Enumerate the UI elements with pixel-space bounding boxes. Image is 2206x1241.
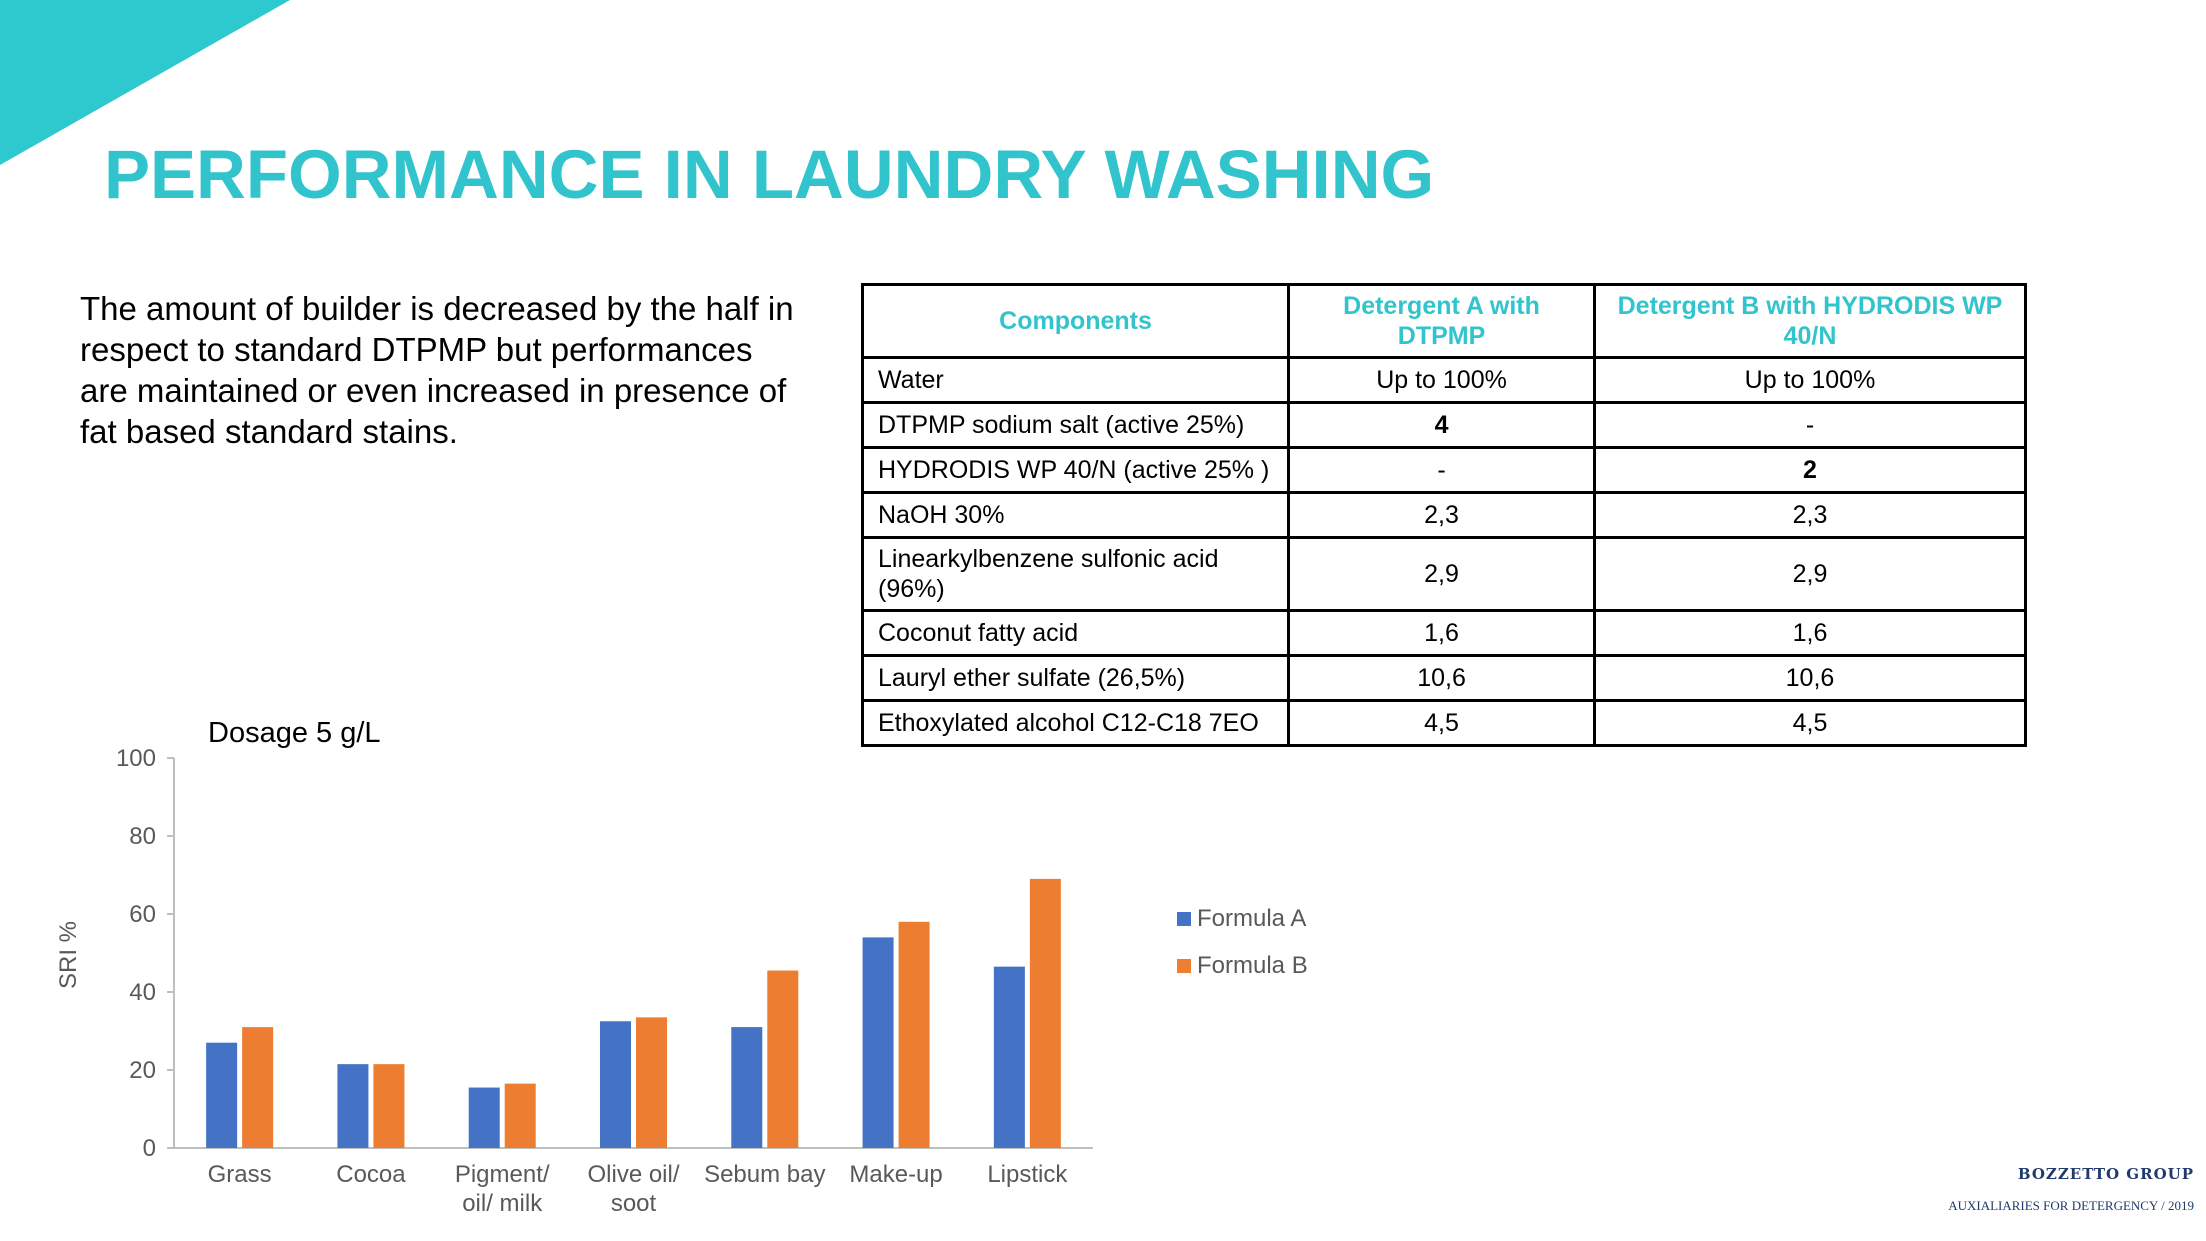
legend: Formula A Formula B bbox=[1177, 905, 1308, 979]
table-cell-detergent-a: 4,5 bbox=[1287, 699, 1596, 747]
intro-text: The amount of builder is decreased by th… bbox=[80, 290, 794, 450]
table-cell-detergent-a: 2,9 bbox=[1287, 536, 1596, 612]
x-tick-label-line: soot bbox=[611, 1190, 657, 1217]
legend-label: Formula B bbox=[1197, 952, 1308, 979]
table-row: Coconut fatty acid 1,6 1,6 bbox=[860, 609, 2028, 657]
bar-formula-b bbox=[242, 1027, 274, 1148]
x-tick-label: Make-up bbox=[849, 1161, 942, 1188]
bar-formula-b bbox=[636, 1017, 667, 1148]
company-logo: BOZZETTO GROUP bbox=[2017, 1165, 2194, 1183]
bar-formula-b bbox=[373, 1064, 405, 1148]
table-cell-component: HYDRODIS WP 40/N (active 25% ) bbox=[860, 446, 1291, 494]
bar-formula-a bbox=[731, 1027, 763, 1148]
table-cell-component: Linearkylbenzene sulfonic acid (96%) bbox=[860, 536, 1291, 612]
table-cell-component: DTPMP sodium salt (active 25%) bbox=[860, 401, 1291, 449]
bar-formula-b bbox=[898, 921, 930, 1148]
y-tick-label: 40 bbox=[129, 979, 156, 1006]
table-row: Ethoxylated alcohol C12-C18 7EO 4,5 4,5 bbox=[860, 699, 2028, 747]
legend-swatch bbox=[1177, 912, 1191, 926]
table-cell-detergent-b: 10,6 bbox=[1592, 654, 2028, 702]
legend-swatch bbox=[1177, 959, 1191, 973]
bar-formula-a bbox=[468, 1087, 500, 1148]
table-cell-detergent-b: Up to 100% bbox=[1592, 356, 2028, 404]
table-cell-component: Lauryl ether sulfate (26,5%) bbox=[860, 654, 1291, 702]
table-cell-component: NaOH 30% bbox=[860, 491, 1291, 539]
x-tick-label-line: Lipstick bbox=[987, 1161, 1068, 1188]
x-axis-labels: Grass Cocoa Pigment/oil/ milk Olive oil/soo… bbox=[208, 1161, 1069, 1217]
table-cell-component: Ethoxylated alcohol C12-C18 7EO bbox=[860, 699, 1291, 747]
table-header-detergent-a: Detergent A with DTPMP bbox=[1287, 283, 1596, 359]
table-cell-detergent-b: 4,5 bbox=[1592, 699, 2028, 747]
table-row: HYDRODIS WP 40/N (active 25% ) - 2 bbox=[860, 446, 2028, 494]
y-axis: 0 20 40 60 80 100 bbox=[116, 745, 1093, 1162]
x-tick-label: Cocoa bbox=[336, 1161, 406, 1188]
y-tick-label: 60 bbox=[129, 901, 156, 928]
table-header-row: Components Detergent A with DTPMP Deterg… bbox=[860, 283, 2028, 359]
x-tick-label: Lipstick bbox=[987, 1161, 1068, 1188]
bar-formula-a bbox=[600, 1021, 631, 1148]
y-tick-label: 20 bbox=[129, 1057, 156, 1084]
components-table: Components Detergent A with DTPMP Deterg… bbox=[860, 283, 2028, 747]
table-cell-detergent-b: 2 bbox=[1592, 446, 2028, 494]
table-cell-detergent-a: 10,6 bbox=[1287, 654, 1596, 702]
x-tick-label-line: Sebum bay bbox=[704, 1161, 825, 1188]
x-tick-label: Grass bbox=[208, 1161, 272, 1188]
table-cell-detergent-b: 1,6 bbox=[1592, 609, 2028, 657]
legend-label: Formula A bbox=[1197, 905, 1306, 932]
table-cell-detergent-b: 2,9 bbox=[1592, 536, 2028, 612]
y-tick-label: 0 bbox=[143, 1135, 156, 1162]
bar-formula-b bbox=[1029, 878, 1061, 1148]
table-cell-detergent-a: 2,3 bbox=[1287, 491, 1596, 539]
table-cell-component: Coconut fatty acid bbox=[860, 609, 1291, 657]
table-cell-detergent-a: - bbox=[1287, 446, 1596, 494]
company-tagline: AUXIALIARIES FOR DETERGENCY / 2019 bbox=[1948, 1198, 2194, 1213]
table-cell-detergent-b: 2,3 bbox=[1592, 491, 2028, 539]
x-tick-label-line: Cocoa bbox=[336, 1161, 406, 1188]
x-tick-label-line: Make-up bbox=[849, 1161, 942, 1188]
table-cell-detergent-a: 4 bbox=[1287, 401, 1596, 449]
bar-formula-a bbox=[206, 1042, 238, 1148]
x-tick-label-line: Grass bbox=[208, 1161, 272, 1188]
bar-formula-a bbox=[993, 966, 1025, 1148]
table-row: Water Up to 100% Up to 100% bbox=[860, 356, 2028, 404]
table-row: Linearkylbenzene sulfonic acid (96%) 2,9… bbox=[860, 536, 2028, 612]
y-axis-label: SRI % bbox=[55, 921, 82, 989]
x-tick-label: Pigment/oil/ milk bbox=[455, 1161, 550, 1217]
x-tick-label-line: oil/ milk bbox=[462, 1190, 543, 1217]
x-tick-label: Sebum bay bbox=[704, 1161, 825, 1188]
table-cell-component: Water bbox=[860, 356, 1291, 404]
table-header-components: Components bbox=[860, 283, 1291, 359]
table-row: DTPMP sodium salt (active 25%) 4 - bbox=[860, 401, 2028, 449]
y-tick-label: 80 bbox=[129, 823, 156, 850]
x-tick-label-line: Olive oil/ bbox=[587, 1161, 679, 1188]
table-cell-detergent-a: 1,6 bbox=[1287, 609, 1596, 657]
bar-formula-b bbox=[767, 970, 799, 1148]
table-cell-detergent-b: - bbox=[1592, 401, 2028, 449]
bar-formula-a bbox=[337, 1064, 369, 1148]
table-cell-detergent-a: Up to 100% bbox=[1287, 356, 1596, 404]
table-header-detergent-b: Detergent B with HYDRODIS WP 40/N bbox=[1592, 283, 2028, 359]
bar-formula-a bbox=[862, 937, 894, 1148]
x-tick-label: Olive oil/soot bbox=[587, 1161, 679, 1217]
bar-group bbox=[206, 878, 1061, 1148]
y-tick-label: 100 bbox=[116, 745, 156, 772]
bar-formula-b bbox=[504, 1083, 536, 1148]
table-row: NaOH 30% 2,3 2,3 bbox=[860, 491, 2028, 539]
chart-title: Dosage 5 g/L bbox=[208, 717, 381, 749]
x-tick-label-line: Pigment/ bbox=[455, 1161, 550, 1188]
table-row: Lauryl ether sulfate (26,5%) 10,6 10,6 bbox=[860, 654, 2028, 702]
sri-bar-chart: Dosage 5 g/L SRI % 0 20 40 60 80 100 Grass Coc… bbox=[55, 717, 1308, 1217]
page-title: PERFORMANCE IN LAUNDRY WASHING bbox=[104, 136, 1435, 213]
corner-decoration bbox=[0, 0, 290, 165]
